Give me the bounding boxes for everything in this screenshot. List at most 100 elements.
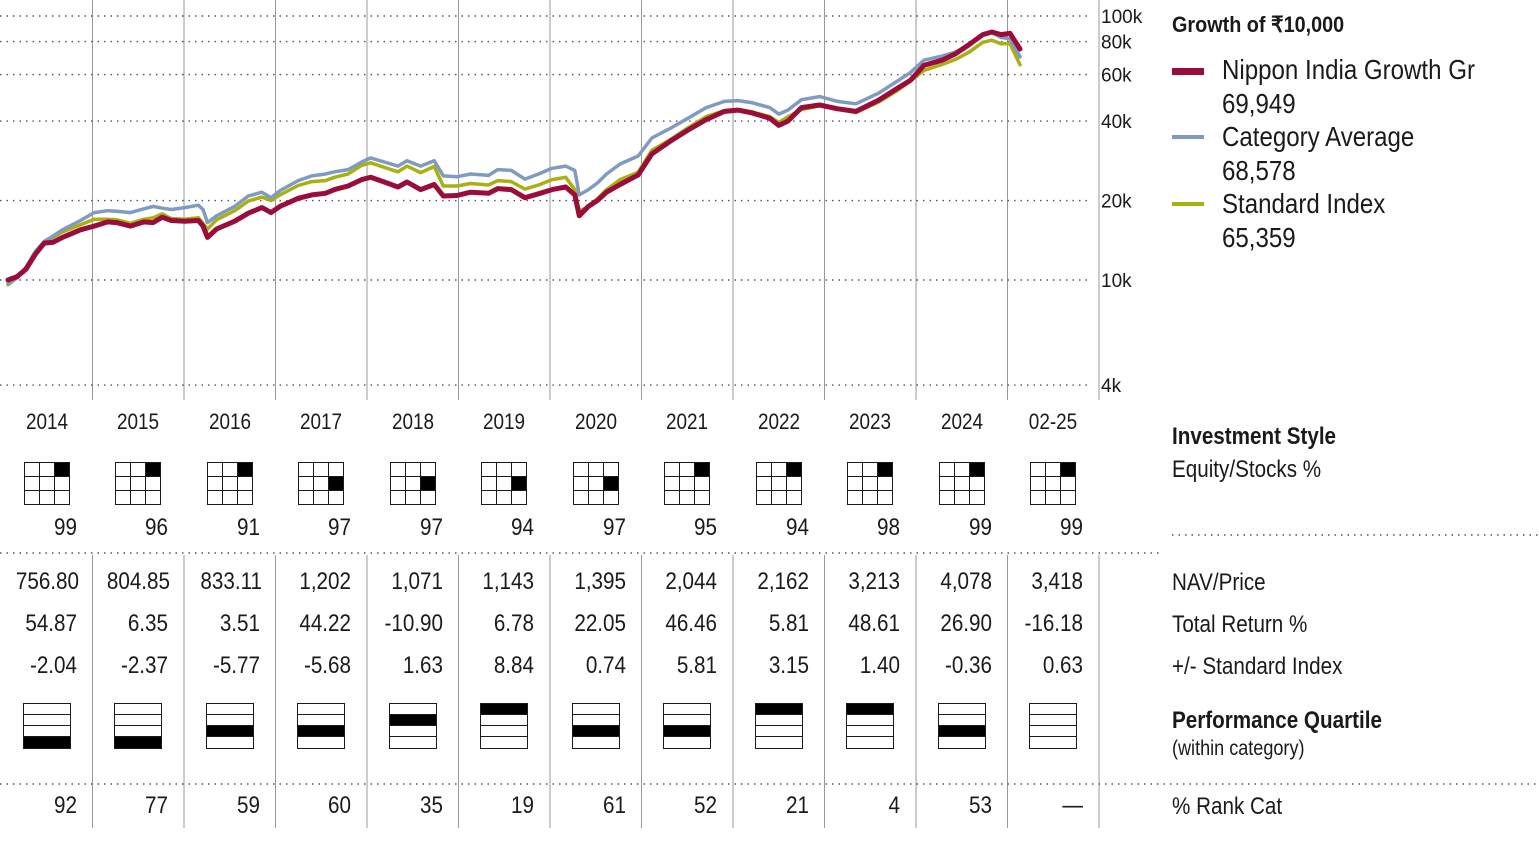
style-box-cell: [298, 476, 315, 491]
style-box-cell: [755, 490, 772, 505]
year-label: 2017: [300, 409, 343, 434]
total-return-value: -16.18: [1024, 610, 1083, 637]
quartile-band: [756, 737, 802, 748]
quartile-band: [23, 704, 70, 715]
total-return-value: 6.78: [493, 610, 534, 637]
y-tick-label: 4k: [1101, 376, 1122, 397]
legend-series-value: 68,578: [1222, 155, 1296, 186]
nav-value: 804.85: [106, 568, 170, 595]
nav-value: 1,143: [482, 568, 534, 595]
style-box-cell: [770, 476, 787, 491]
year-label: 2015: [117, 409, 160, 434]
style-box-cell: [145, 490, 162, 505]
vs-index-value: -0.36: [944, 652, 992, 679]
quartile-band: [207, 737, 253, 748]
quartile-band: [481, 704, 528, 715]
style-box-cell: [115, 490, 132, 505]
style-box: [389, 462, 436, 505]
year-label: 2022: [757, 409, 800, 434]
rank-cat-value: 21: [785, 792, 809, 819]
quartile-band: [115, 737, 162, 748]
style-box-cell: [511, 462, 528, 477]
legend-title: Growth of ₹10,000: [1172, 12, 1345, 37]
quartile-box: [114, 703, 163, 749]
nav-value: 1,071: [390, 568, 443, 595]
year-label: 2016: [208, 409, 251, 434]
quartile-band: [847, 726, 894, 737]
quartile-box: [754, 703, 803, 749]
equity-pct-value: 96: [145, 514, 168, 541]
category-average-line: [6, 30, 1022, 286]
style-box-cell: [953, 462, 970, 477]
quartile-box: [480, 703, 529, 749]
year-label: 2014: [25, 409, 68, 434]
total-return-value: 22.05: [573, 610, 626, 637]
style-box-cell: [1045, 462, 1062, 477]
equity-stocks-label: Equity/Stocks %: [1172, 456, 1322, 483]
quartile-band: [1030, 715, 1077, 726]
style-box-cell: [389, 476, 406, 491]
quartile-box: [846, 703, 895, 749]
legend-series-value: 65,359: [1222, 222, 1296, 253]
style-box-cell: [221, 490, 238, 505]
nav-value: 1,202: [299, 568, 351, 595]
quartile-band: [572, 715, 619, 726]
style-box-cell: [862, 490, 879, 505]
style-box-cell: [313, 462, 330, 477]
style-box-cell: [953, 490, 970, 505]
vs-index-value: -2.04: [29, 652, 77, 679]
style-box: [938, 462, 985, 505]
quartile-band: [298, 726, 345, 737]
style-box-cell: [496, 490, 513, 505]
style-box-cell: [115, 462, 132, 477]
quartile-band: [206, 715, 253, 726]
style-box-cell: [587, 476, 604, 491]
style-box-cell: [1045, 476, 1062, 491]
vs-index-value: 8.84: [493, 652, 534, 679]
quartile-band: [664, 704, 711, 715]
quartile-band: [206, 726, 253, 737]
style-box-cell: [481, 490, 498, 505]
style-box-cell: [130, 462, 147, 477]
style-box-cell: [572, 462, 589, 477]
rank-cat-value: 52: [694, 792, 717, 819]
quartile-band: [664, 737, 710, 748]
legend-series-value: 69,949: [1222, 88, 1296, 119]
quartile-band: [938, 726, 985, 737]
style-box-cell: [694, 462, 711, 477]
style-box-cell: [847, 462, 864, 477]
quartile-band: [389, 704, 436, 715]
legend-swatch: [1172, 135, 1204, 139]
style-box-cell: [389, 490, 406, 505]
style-box-cell: [419, 490, 436, 505]
rank-cat-value: 59: [236, 792, 260, 819]
year-label: 2018: [391, 409, 434, 434]
style-box-cell: [877, 462, 894, 477]
style-box-cell: [221, 462, 238, 477]
style-box-cell: [572, 490, 589, 505]
style-box-cell: [511, 490, 528, 505]
total-return-value: 46.46: [665, 610, 717, 637]
quartile-band: [23, 737, 70, 748]
style-box-cell: [23, 490, 40, 505]
quartile-band: [847, 737, 893, 748]
quartile-box: [297, 703, 346, 749]
year-label: 2024: [940, 409, 983, 434]
equity-pct-value: 99: [53, 514, 77, 541]
total-return-value: 26.90: [939, 610, 992, 637]
style-box-cell: [877, 490, 894, 505]
style-box-cell: [770, 490, 787, 505]
style-box-cell: [770, 462, 787, 477]
vs-index-value: 0.63: [1042, 652, 1083, 679]
style-box: [755, 462, 802, 505]
style-box-cell: [115, 476, 132, 491]
rank-cat-value: 35: [419, 792, 443, 819]
style-box-cell: [877, 476, 894, 491]
quartile-band: [390, 737, 436, 748]
year-label: 2021: [666, 409, 709, 434]
quartile-band: [847, 715, 894, 726]
rank-cat-value: 53: [968, 792, 992, 819]
quartile-band: [481, 726, 528, 737]
style-box-cell: [496, 462, 513, 477]
quartile-band: [938, 715, 985, 726]
